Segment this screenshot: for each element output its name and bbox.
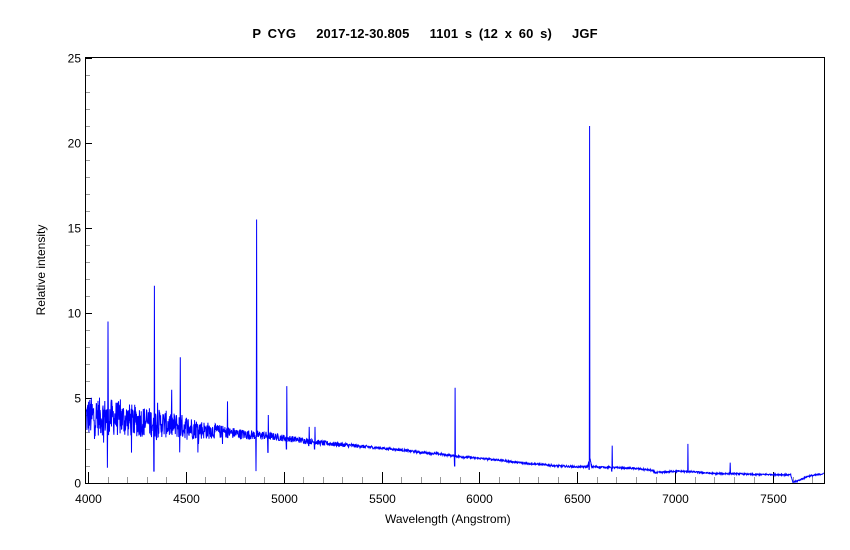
svg-text:0: 0 — [74, 477, 81, 491]
svg-text:6500: 6500 — [564, 492, 591, 506]
minor-ticks — [85, 75, 813, 483]
svg-text:20: 20 — [68, 137, 82, 151]
svg-text:5000: 5000 — [271, 492, 298, 506]
spectrum-line — [85, 125, 825, 484]
svg-text:25: 25 — [68, 52, 82, 66]
svg-text:4000: 4000 — [75, 492, 102, 506]
plot-frame — [85, 57, 825, 484]
svg-text:7500: 7500 — [760, 492, 787, 506]
svg-text:10: 10 — [68, 307, 82, 321]
tick-labels: 0 5 10 15 20 25 4000 4500 5000 5500 6000 6500 7000 75… — [68, 52, 788, 507]
svg-text:6000: 6000 — [466, 492, 493, 506]
svg-text:5: 5 — [74, 392, 81, 406]
x-axis-label: Wavelength (Angstrom) — [385, 512, 511, 526]
svg-text:5500: 5500 — [369, 492, 396, 506]
svg-text:15: 15 — [68, 222, 82, 236]
chart-title: P CYG 2017-12-30.805 1101 s (12 x 60 s) … — [252, 26, 598, 41]
svg-text:7000: 7000 — [662, 492, 689, 506]
svg-text:4500: 4500 — [173, 492, 200, 506]
